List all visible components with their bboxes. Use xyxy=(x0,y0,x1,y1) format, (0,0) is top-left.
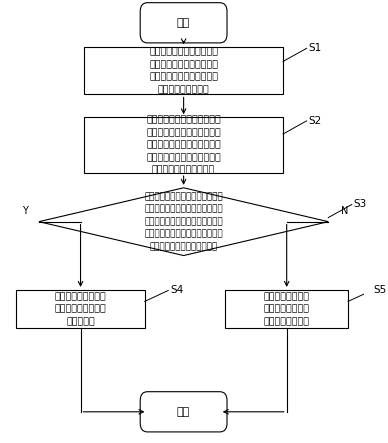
Text: S4: S4 xyxy=(170,285,183,295)
Bar xyxy=(84,117,283,173)
Bar xyxy=(225,290,348,328)
Text: Y: Y xyxy=(22,206,28,216)
Text: 结束: 结束 xyxy=(177,407,190,417)
Text: S3: S3 xyxy=(353,199,367,210)
FancyBboxPatch shape xyxy=(140,3,227,43)
Text: 将所述栅格坐标区
域的中心栅格坐标
设置为障碍物位置: 将所述栅格坐标区 域的中心栅格坐标 设置为障碍物位置 xyxy=(264,292,310,326)
Text: 将所述栅格坐标区域
的中心栅格坐标设置
为空白位置: 将所述栅格坐标区域 的中心栅格坐标设置 为空白位置 xyxy=(55,292,106,326)
Text: S1: S1 xyxy=(308,43,322,53)
FancyBboxPatch shape xyxy=(140,392,227,432)
Bar xyxy=(16,290,145,328)
Text: 开始: 开始 xyxy=(177,18,190,28)
Bar xyxy=(84,47,283,94)
Text: 将所述第一当前概率栅格地图和所
述初始概率栅格地图按照对应的栅
格坐标进行逐一比对，判断所述第
一当前概率栅格地图中是否存在栅
格概率值变化的栅格坐标区域: 将所述第一当前概率栅格地图和所 述初始概率栅格地图按照对应的栅 格坐标进行逐一比… xyxy=(144,192,223,251)
Text: S2: S2 xyxy=(308,116,322,126)
Polygon shape xyxy=(39,188,328,256)
Text: 加载初始离线地图，并对所
述扫地机进行重定位，得到
所述扫地机在所述初始离线
地图的第一当前位置: 加载初始离线地图，并对所 述扫地机进行重定位，得到 所述扫地机在所述初始离线 地… xyxy=(149,47,218,94)
Text: S5: S5 xyxy=(374,285,387,295)
Text: N: N xyxy=(341,206,348,216)
Text: 采集预设数量的第一激光雷达
数据，并基于所述第一当前位
置结合所述初始离线地图的初
始概率栅格地图进行建图，得
到第一当前概率栅格地图: 采集预设数量的第一激光雷达 数据，并基于所述第一当前位 置结合所述初始离线地图的… xyxy=(146,116,221,175)
